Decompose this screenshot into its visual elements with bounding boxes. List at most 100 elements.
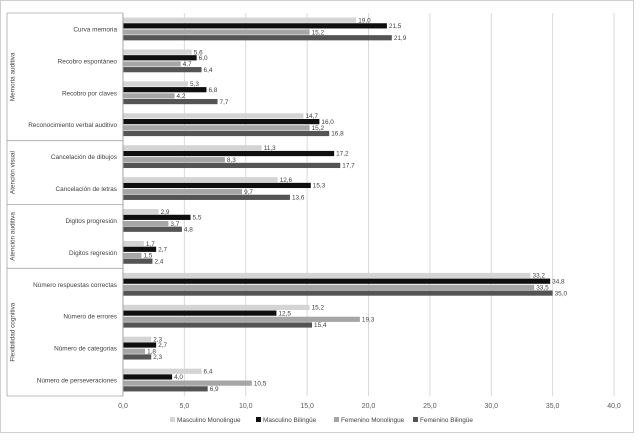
data-label: 4,2: [177, 93, 186, 100]
category-label: Número de perseveraciones: [37, 378, 117, 385]
category-label: Recobro espontáneo: [58, 58, 118, 65]
category-label: Recobro por claves: [62, 90, 117, 97]
bar: [123, 252, 142, 259]
bar: [123, 55, 197, 61]
bars: [123, 17, 553, 392]
data-label: 2,9: [161, 209, 170, 216]
data-label: 2,3: [153, 337, 162, 344]
data-label: 19,3: [362, 317, 375, 324]
bar: [123, 258, 153, 264]
data-label: 12,5: [278, 310, 291, 317]
data-label: 17,2: [336, 151, 349, 158]
data-label: 2,3: [153, 354, 162, 361]
legend-label: Masculino Bilingüe: [263, 417, 317, 424]
data-label: 11,3: [264, 145, 276, 152]
category-label: Digitos progresión: [65, 218, 117, 225]
data-label: 6,0: [199, 55, 208, 62]
bar: [123, 150, 335, 157]
data-label: 17,7: [342, 163, 355, 170]
value-labels: 19,0 21,5 15,2 21,9 5,66,0 4,7 6,4 5,3 6,8 4,2 7,7…: [143, 17, 567, 393]
data-label: 14,7: [305, 113, 318, 120]
bar: [123, 145, 262, 151]
data-label: 2,7: [158, 246, 167, 253]
data-label: 21,9: [394, 35, 407, 42]
chart-border: [0, 0, 634, 433]
bar: [123, 278, 551, 284]
bar: [123, 189, 243, 195]
legend: Masculino Monolingue Masculino Bilingüe Fe…: [170, 417, 473, 424]
data-label: 10,5: [254, 380, 267, 387]
data-label: 15,4: [314, 322, 327, 329]
group-label: Atención visual: [10, 151, 17, 194]
bar: [123, 113, 304, 119]
bar: [123, 272, 531, 279]
data-label: 1,8: [147, 348, 156, 355]
group-label: Atención auditiva: [10, 212, 17, 261]
bar: [123, 304, 310, 311]
gridlines: [183, 13, 615, 396]
bar: [123, 98, 218, 105]
bar: [123, 29, 310, 35]
data-label: 3,7: [170, 221, 179, 228]
bar: [123, 246, 157, 252]
data-label: 13,6: [292, 195, 305, 202]
data-label: 2,7: [158, 342, 167, 349]
axes: 0,0 5,0 10,0 15,0 20,0 25,0 30,0 35,0 40,0 Curva …: [6, 12, 621, 410]
group-label: Flexibilidad cognitiva: [10, 302, 17, 361]
x-tick-label: 25,0: [423, 403, 437, 410]
bar: [123, 368, 202, 374]
bar: [123, 290, 553, 296]
bar: [123, 240, 144, 247]
x-tick-label: 15,0: [300, 403, 314, 410]
bar: [123, 49, 192, 55]
data-label: 16,0: [321, 119, 334, 126]
category-label: Número de categorias: [54, 346, 117, 353]
legend-label: Femenino Bilingüe: [420, 417, 473, 424]
bar: [123, 348, 146, 354]
data-label: 5,6: [194, 49, 203, 56]
data-label: 15,3: [313, 183, 326, 190]
data-label: 6,9: [210, 386, 219, 393]
bar: [123, 342, 157, 348]
x-tick-label: 20,0: [362, 403, 376, 410]
data-label: 35,0: [555, 290, 568, 297]
bar: [123, 220, 169, 227]
data-label: 19,0: [358, 17, 371, 24]
x-tick-label: 35,0: [546, 403, 560, 410]
bar: [123, 81, 189, 87]
data-label: 9,7: [244, 189, 253, 196]
bar: [123, 214, 191, 220]
x-tick-label: 10,0: [239, 403, 253, 410]
data-label: 6,8: [208, 87, 217, 94]
data-label: 1,7: [146, 241, 155, 248]
bar: [123, 284, 535, 290]
data-label: 7,7: [220, 99, 229, 106]
bar: [123, 386, 208, 392]
data-label: 16,8: [331, 131, 344, 138]
data-label: 5,5: [193, 215, 202, 222]
data-label: 6,4: [204, 368, 213, 375]
category-label: Reconocimiento verbal auditivo: [28, 122, 117, 129]
bar: [123, 61, 181, 67]
data-label: 21,5: [389, 23, 402, 30]
bar: [123, 157, 225, 163]
category-label: Número respuestas correctas: [33, 282, 117, 289]
data-label: 4,8: [184, 226, 193, 233]
group-label: Memoria auditiva: [10, 52, 17, 101]
bar: [123, 125, 310, 131]
bar: [123, 182, 311, 189]
bar: [123, 226, 182, 232]
x-tick-label: 5,0: [180, 403, 190, 410]
data-label: 12,6: [280, 177, 293, 184]
category-label: Digitos regresión: [69, 250, 117, 257]
x-tick-label: 0,0: [118, 403, 128, 410]
legend-swatch: [170, 417, 175, 422]
bar: [123, 194, 290, 200]
bar: [123, 23, 387, 29]
legend-label: Masculino Monolingue: [177, 417, 241, 424]
bar: [123, 354, 152, 360]
bar: [123, 119, 320, 125]
bar: [123, 374, 173, 380]
legend-swatch: [256, 417, 261, 422]
